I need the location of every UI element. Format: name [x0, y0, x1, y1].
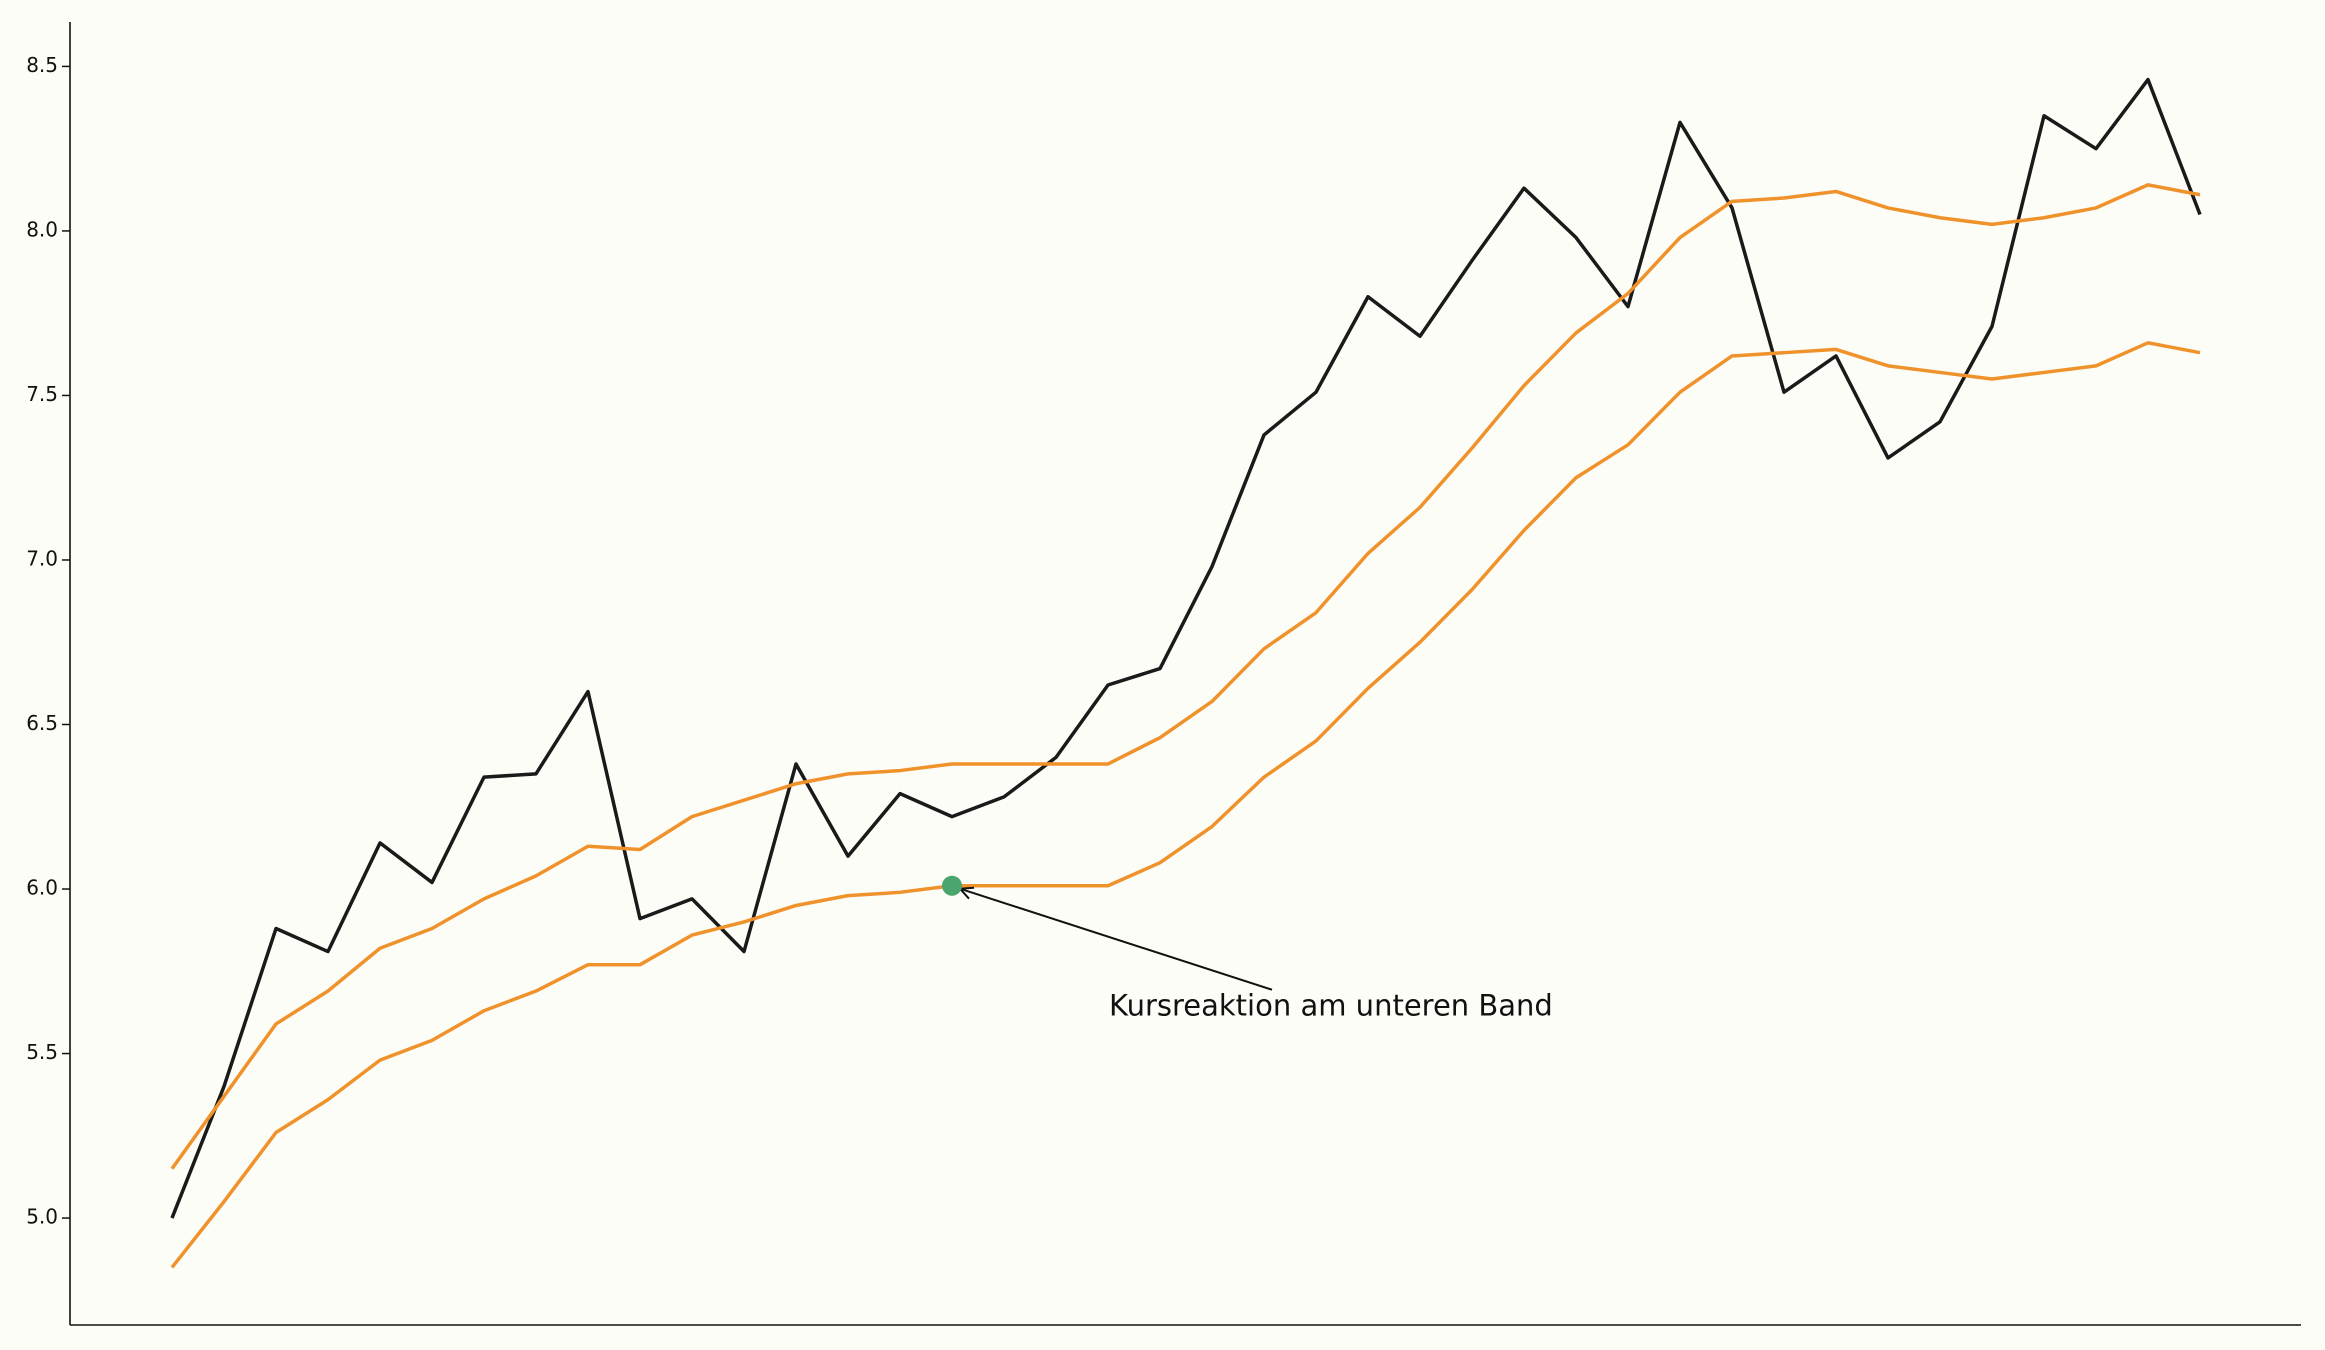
annotation-arrow [959, 887, 1273, 991]
y-tick-label: 6.0 [26, 876, 58, 900]
y-tick-label: 7.0 [26, 546, 58, 570]
series-line [170, 341, 2201, 1269]
annotation-point [942, 875, 962, 896]
y-tick-label: 7.5 [26, 382, 58, 406]
annotation-arrowhead [959, 886, 975, 900]
y-tick-label: 5.0 [26, 1205, 58, 1229]
y-tick-label: 5.5 [26, 1040, 58, 1064]
series-line [170, 77, 2202, 1219]
annotation-text: Kursreaktion am unteren Band [1109, 989, 1553, 1023]
y-tick-label: 8.5 [26, 53, 58, 77]
y-tick-label: 8.0 [26, 217, 58, 241]
series-line [170, 183, 2201, 1170]
y-tick-label: 6.5 [26, 711, 58, 735]
